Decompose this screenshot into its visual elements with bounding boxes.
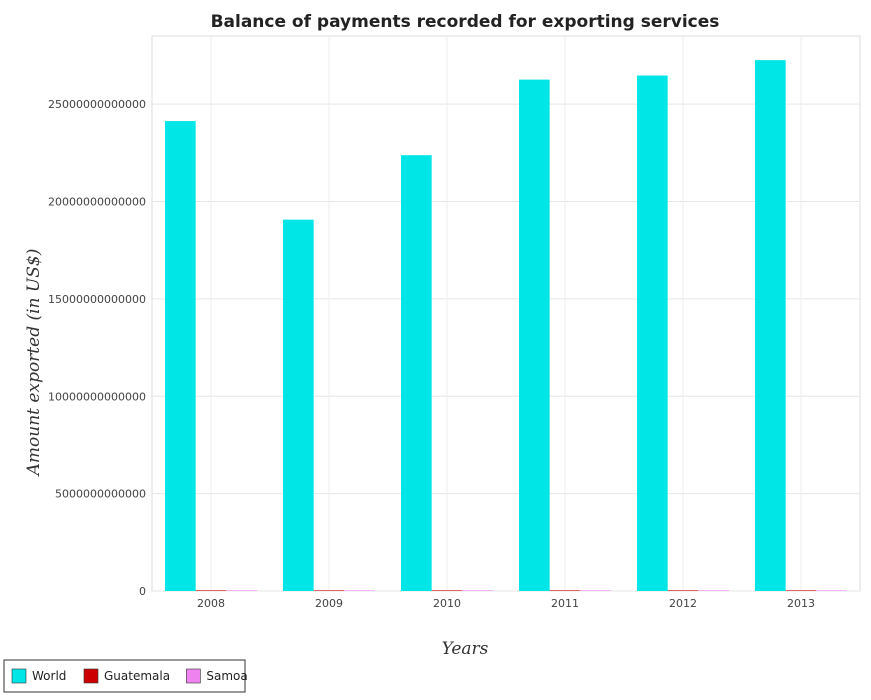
x-tick-label: 2013	[787, 597, 815, 610]
x-tick-label: 2009	[315, 597, 343, 610]
x-tick-label: 2011	[551, 597, 579, 610]
bar-guatemala	[195, 590, 227, 591]
y-tick-label: 0	[139, 585, 146, 598]
bar-world	[636, 75, 668, 592]
bar-samoa	[344, 590, 376, 591]
bar-samoa	[816, 590, 848, 591]
bar-world	[400, 155, 432, 591]
bar-samoa	[462, 590, 494, 591]
bar-guatemala	[549, 590, 581, 591]
bar-world	[282, 219, 314, 591]
x-tick-label: 2012	[669, 597, 697, 610]
legend-label-world: World	[32, 669, 66, 683]
legend-label-samoa: Samoa	[206, 669, 247, 683]
bar-guatemala	[431, 590, 463, 591]
y-tick-label: 5000000000000	[55, 488, 146, 501]
y-tick-label: 15000000000000	[48, 293, 146, 306]
plot-frame	[151, 35, 861, 592]
plot-area: 0 5000000000000 10000000000000 150000000000…	[48, 35, 861, 610]
chart-title: Balance of payments recorded for exporti…	[211, 12, 720, 32]
bar-guatemala	[313, 590, 345, 591]
legend-swatch-world	[11, 668, 27, 684]
bar-samoa	[580, 590, 612, 591]
y-axis-label: Amount exported (in US$)	[24, 249, 44, 478]
bar-samoa	[226, 590, 258, 591]
y-tick-label: 25000000000000	[48, 98, 146, 111]
legend-box	[3, 659, 246, 693]
legend-swatch-samoa	[186, 668, 201, 684]
legend-label-guatemala: Guatemala	[104, 669, 170, 683]
bar-guatemala	[785, 590, 817, 591]
legend-swatch-guatemala	[83, 668, 99, 684]
y-tick-label: 10000000000000	[48, 390, 146, 403]
bar-world	[518, 79, 550, 591]
y-tick-label: 20000000000000	[48, 196, 146, 209]
bar-guatemala	[667, 590, 699, 591]
x-axis-label: Years	[442, 639, 489, 659]
bar-world	[164, 121, 196, 591]
x-tick-label: 2010	[433, 597, 461, 610]
legend: World Guatemala Samoa	[3, 659, 248, 693]
bar-samoa	[698, 590, 730, 591]
bar-world	[754, 60, 786, 592]
x-tick-label: 2008	[197, 597, 225, 610]
